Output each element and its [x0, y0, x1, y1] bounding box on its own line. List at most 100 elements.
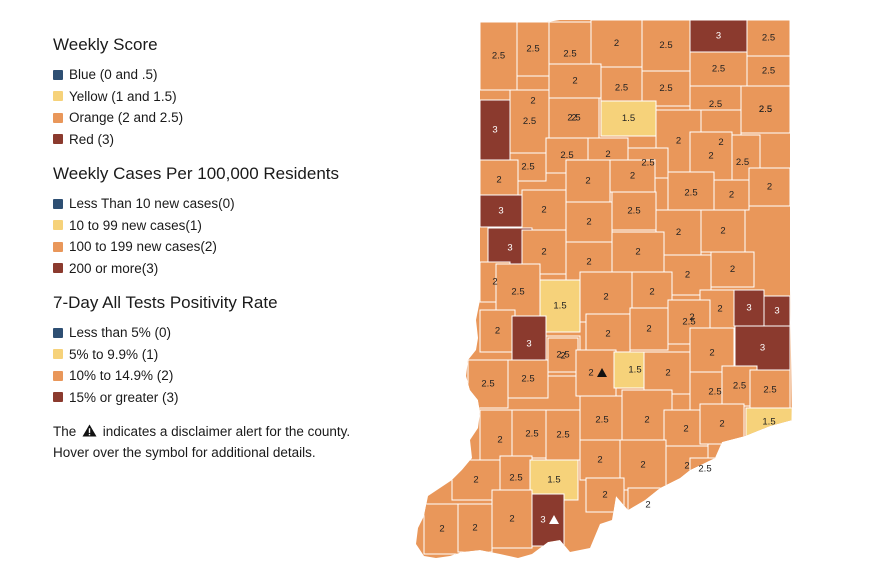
warning-triangle-icon[interactable]: [549, 515, 559, 524]
warning-triangle-icon: [82, 424, 97, 437]
county-shape[interactable]: [689, 51, 748, 87]
county-score-label: 1.5: [622, 113, 635, 124]
county-shape[interactable]: [629, 307, 669, 351]
legend-label: 10 to 99 new cases(1): [69, 217, 202, 233]
county-score-label: 2.5: [615, 83, 628, 94]
county-shape[interactable]: [590, 20, 643, 68]
county-shape[interactable]: [511, 409, 553, 459]
county-score-label: 2.5: [759, 104, 772, 115]
county-score-label: 2: [586, 217, 591, 228]
county-shape[interactable]: [585, 313, 631, 355]
county-score-label: 3: [507, 243, 512, 254]
county-score-label: 2.5: [682, 317, 695, 328]
county-score-label: 2: [541, 247, 546, 258]
county-score-label: 2: [472, 523, 477, 534]
county-shape[interactable]: [575, 349, 617, 397]
county-shape[interactable]: [479, 159, 519, 201]
county-shape[interactable]: [423, 503, 461, 555]
legend-title: 7-Day All Tests Positivity Rate: [53, 293, 278, 312]
swatch: [53, 263, 63, 274]
county-score-label: 2: [588, 368, 593, 379]
county-shape[interactable]: [740, 85, 791, 134]
county-shape[interactable]: [457, 503, 493, 553]
county-score-label: 3: [540, 515, 545, 526]
county-score-label: 2.5: [595, 415, 608, 426]
county-shape[interactable]: [609, 159, 656, 193]
county-shape[interactable]: [631, 271, 673, 313]
county-score-label: 2: [676, 227, 681, 238]
county-score-label: 2: [676, 136, 681, 147]
county-shape[interactable]: [689, 20, 748, 53]
county-shape[interactable]: [746, 20, 791, 57]
county-shape[interactable]: [507, 359, 549, 399]
disclaimer-note: The indicates a disclaimer alert for the…: [53, 421, 398, 463]
county-score-label: 2.5: [709, 99, 722, 110]
county-shape[interactable]: [529, 459, 579, 501]
county-score-label: 2.5: [762, 33, 775, 44]
county-score-label: 2: [586, 257, 591, 268]
legend-label: 100 to 199 new cases(2): [69, 239, 217, 255]
county-score-label: 2: [560, 351, 565, 362]
county-shape[interactable]: [539, 279, 581, 333]
county-score-label: 2: [495, 326, 500, 337]
legend-item-yellow: 10 to 99 new cases(1): [53, 215, 398, 237]
county-score-label: 1.5: [553, 301, 566, 312]
county-score-label: 1.5: [762, 417, 775, 428]
legend-item-yellow: Yellow (1 and 1.5): [53, 86, 398, 108]
county-score-label: 2.5: [556, 350, 569, 361]
legend-label: Less than 5% (0): [69, 325, 172, 341]
county-score-label: 2.5: [526, 44, 539, 55]
county-score-label: 2.5: [560, 150, 573, 161]
county-score-label: 2: [635, 247, 640, 258]
county-score-label: 2: [497, 435, 502, 446]
county-score-label: 2: [572, 76, 577, 87]
county-shape[interactable]: [611, 191, 657, 231]
county-shape[interactable]: [748, 167, 791, 207]
county-score-label: 2: [439, 524, 444, 535]
county-shape[interactable]: [531, 493, 565, 547]
county-shape[interactable]: [600, 100, 657, 137]
county-score-label: 2.5: [511, 287, 524, 298]
legend-item-yellow: 5% to 9.9% (1): [53, 344, 398, 366]
county-shape[interactable]: [734, 325, 791, 371]
county-shape[interactable]: [491, 489, 533, 549]
county-score-label: 2: [717, 304, 722, 315]
county-score-label: 2.5: [481, 379, 494, 390]
county-score-label: 2.5: [736, 157, 749, 168]
county-shape[interactable]: [746, 55, 791, 87]
county-score-label: 2: [645, 500, 650, 511]
note-prefix: The: [53, 424, 77, 439]
note-line-2: Hover over the symbol for additional det…: [53, 445, 316, 460]
county-shape[interactable]: [733, 289, 765, 327]
county-score-label: 2.5: [563, 49, 576, 60]
county-score-label: 2: [646, 324, 651, 335]
county-shape[interactable]: [643, 351, 693, 395]
warning-triangle-icon[interactable]: [597, 368, 607, 377]
county-shape[interactable]: [611, 231, 665, 273]
county-shape[interactable]: [641, 70, 691, 107]
legend-item-blue: Blue (0 and .5): [53, 64, 398, 86]
county-shape[interactable]: [763, 295, 791, 327]
county-shape[interactable]: [710, 251, 755, 288]
county-shape[interactable]: [565, 159, 611, 203]
county-score-label: 2: [644, 415, 649, 426]
legend-label: 10% to 14.9% (2): [69, 368, 174, 384]
county-shape[interactable]: [479, 99, 511, 161]
swatch: [53, 392, 63, 403]
county-shape[interactable]: [509, 89, 550, 154]
county-shape[interactable]: [749, 369, 791, 411]
county-score-label: 3: [774, 306, 779, 317]
legend-title: Weekly Cases Per 100,000 Residents: [53, 164, 340, 183]
county-score-label: 2.5: [556, 430, 569, 441]
county-shape[interactable]: [479, 309, 516, 353]
county-score-label: 2.5: [733, 381, 746, 392]
county-score-label: 2.5: [684, 188, 697, 199]
county-shape[interactable]: [700, 209, 746, 253]
county-score-label: 2: [640, 460, 645, 471]
county-score-label: 1.5: [628, 365, 641, 376]
county-score-label: 3: [716, 31, 721, 42]
county-score-label: 2: [709, 348, 714, 359]
swatch: [53, 134, 63, 145]
legend-label: 15% or greater (3): [69, 389, 179, 405]
county-shape[interactable]: [699, 403, 745, 445]
